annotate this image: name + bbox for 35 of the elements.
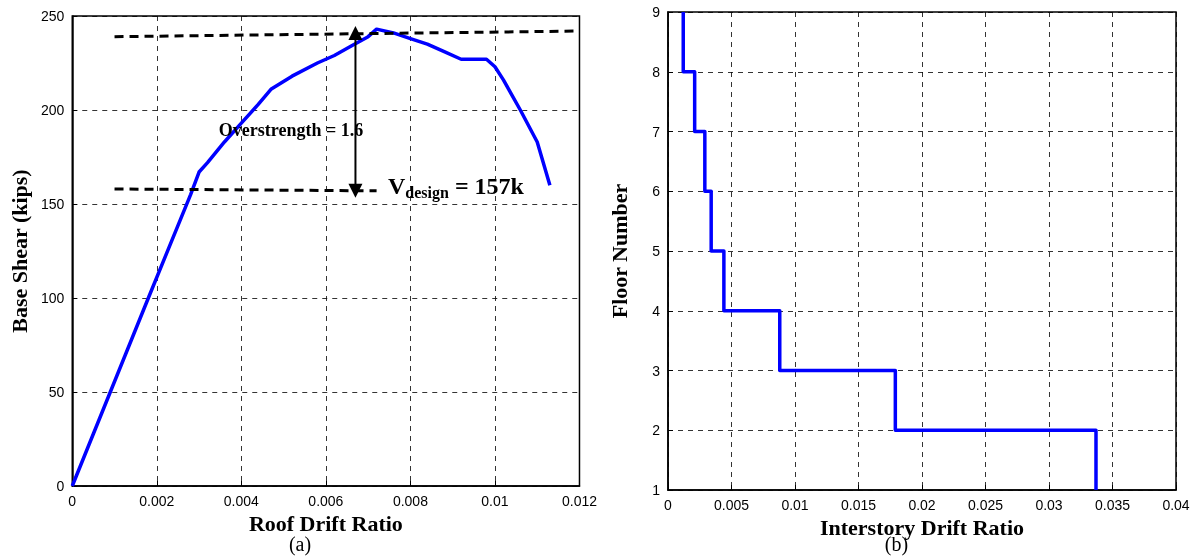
y-tick-label: 150 [40,196,65,212]
x-tick-label: 0.006 [308,493,344,509]
x-tick-label: 0.03 [1035,497,1063,513]
y-axis-title: Floor Number [606,183,632,319]
y-tick-label: 7 [652,123,661,140]
y-tick-label: 100 [40,290,65,306]
y-tick-label: 6 [652,183,661,200]
x-tick-label: 0 [664,497,673,513]
y-tick-label: 5 [652,243,661,259]
y-tick-label: 0 [56,478,65,494]
x-tick-label: 0.02 [908,497,936,513]
x-tick-label: 0.008 [392,493,429,509]
x-tick-label: 0.01 [781,497,809,513]
x-tick-label: 0.035 [1094,497,1131,513]
y-tick-label: 50 [48,384,65,400]
y-tick-label: 3 [652,362,661,379]
y-tick-label: 250 [40,8,65,24]
y-tick-label: 2 [652,422,661,439]
x-tick-label: 0.002 [139,493,175,509]
x-tick-label: 0.04 [1162,497,1190,513]
y-tick-label: 200 [40,102,65,118]
line-series [681,10,1098,492]
y-tick-label: 8 [652,63,661,80]
y-axis-title: Base Shear (kips) [6,169,32,333]
x-tick-label: 0.01 [481,493,509,509]
y-tick-label: 1 [652,482,661,498]
y-tick-label: 4 [652,302,661,319]
x-tick-label: 0.025 [967,497,1004,513]
x-tick-label: 0.012 [561,493,598,509]
x-tick-label: 0.015 [840,497,877,513]
line-series [70,27,552,488]
x-tick-label: 0.004 [223,493,260,509]
y-tick-label: 9 [652,4,661,20]
x-tick-label: 0 [68,493,77,509]
x-tick-label: 0.005 [713,497,750,513]
